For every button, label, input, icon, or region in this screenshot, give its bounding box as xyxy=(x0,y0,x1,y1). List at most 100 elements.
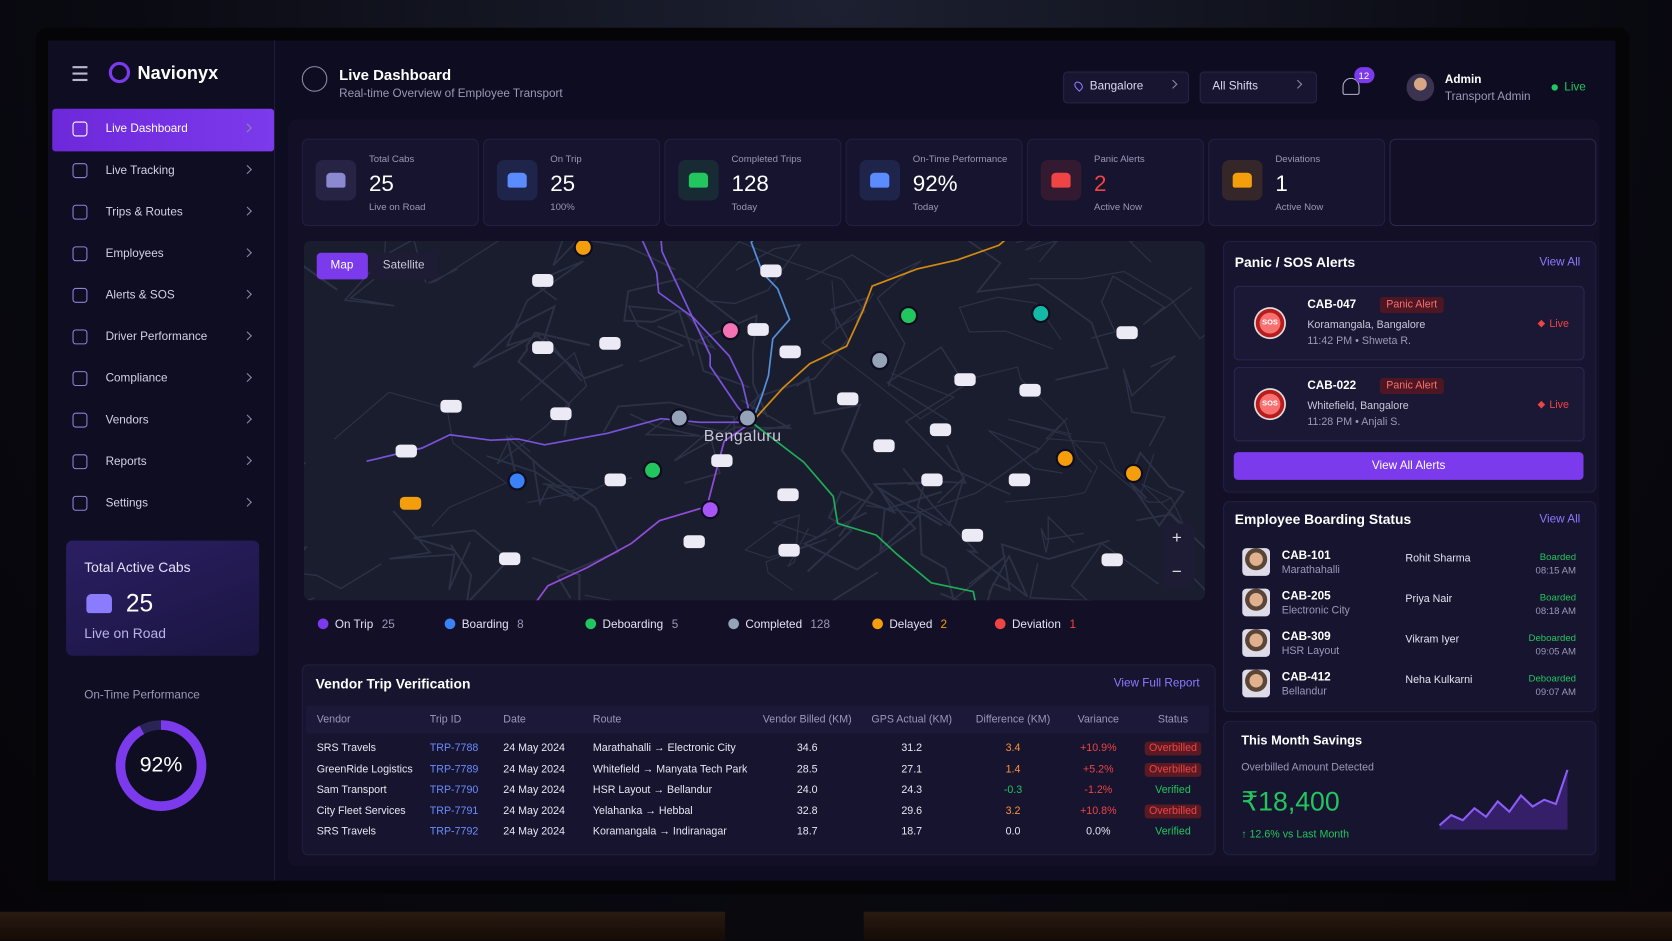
sidebar-card-title: Total Active Cabs xyxy=(84,559,191,576)
legend-name: Boarding xyxy=(461,618,509,632)
nav-item[interactable]: Compliance xyxy=(105,372,168,385)
nav-item[interactable]: Vendors xyxy=(105,413,149,427)
map-tab[interactable]: Map xyxy=(330,259,354,272)
location-label[interactable]: Bangalore xyxy=(1089,79,1144,93)
map-marker xyxy=(507,471,527,491)
table-cell[interactable]: TRP-7789 xyxy=(429,763,479,776)
zoom-in[interactable]: + xyxy=(1171,528,1182,548)
kpi-value: 25 xyxy=(550,171,576,197)
alerts-link[interactable]: View All xyxy=(1539,255,1581,269)
zoom-control[interactable] xyxy=(1162,523,1195,588)
header-subtitle: Real-time Overview of Employee Transport xyxy=(339,87,563,101)
table-header: Difference (KM) xyxy=(975,713,1051,726)
vendor-panel xyxy=(301,664,1216,856)
nav-item[interactable]: Alerts & SOS xyxy=(105,288,175,302)
boarding-time: 08:18 AM xyxy=(1535,605,1577,617)
table-cell: 31.2 xyxy=(901,742,923,755)
nav-icon xyxy=(72,412,88,428)
table-cell: 28.5 xyxy=(796,763,818,776)
kpi-value: 1 xyxy=(1275,171,1288,197)
map-cab xyxy=(873,439,895,453)
boarding-cab: CAB-205 xyxy=(1281,589,1331,603)
legend-count: 5 xyxy=(671,618,679,632)
alerts-button-label[interactable]: View All Alerts xyxy=(1371,459,1446,473)
zoom-out[interactable]: − xyxy=(1171,563,1182,582)
nav-item[interactable]: Driver Performance xyxy=(105,330,208,344)
map-road xyxy=(694,314,769,418)
table-cell: HSR Layout → Bellandur xyxy=(592,784,713,797)
table-cell: 27.1 xyxy=(901,763,923,776)
nav-item[interactable]: Live Dashboard xyxy=(105,122,188,136)
nav-item[interactable]: Trips & Routes xyxy=(105,205,183,219)
nav-icon xyxy=(72,495,88,511)
map-road xyxy=(1122,355,1177,447)
shift-label[interactable]: All Shifts xyxy=(1212,79,1259,93)
boarding-cab: CAB-101 xyxy=(1281,549,1331,562)
table-cell[interactable]: TRP-7792 xyxy=(429,825,479,838)
map-road xyxy=(806,487,943,573)
table-cell: Verified xyxy=(1155,825,1191,838)
map-cab xyxy=(929,423,952,437)
nav-item[interactable]: Live Tracking xyxy=(105,164,175,178)
table-cell[interactable]: TRP-7790 xyxy=(429,784,479,797)
map-cab xyxy=(532,274,554,287)
map-marker xyxy=(1031,303,1051,324)
employee-avatar xyxy=(1242,588,1270,617)
map-road xyxy=(866,429,1063,514)
kpi-glyph xyxy=(870,172,890,188)
map-road xyxy=(472,304,624,380)
map-road xyxy=(744,519,827,591)
location-select[interactable] xyxy=(1063,71,1189,104)
table-header: GPS Actual (KM) xyxy=(871,713,953,726)
map-road xyxy=(1127,451,1186,528)
notification-count: 12 xyxy=(1358,70,1370,82)
nav-icon xyxy=(72,329,88,345)
shift-select[interactable] xyxy=(1199,71,1317,104)
kpi-empty xyxy=(1389,138,1597,227)
nav-item[interactable]: Reports xyxy=(105,455,147,469)
table-cell: Overbilled xyxy=(1144,762,1202,777)
kpi-label: On Trip xyxy=(550,153,582,165)
map-road xyxy=(1028,270,1205,340)
kpi-sub: Active Now xyxy=(1094,201,1143,213)
map-cab xyxy=(747,323,769,336)
legend-count: 2 xyxy=(940,618,948,632)
bell-icon[interactable] xyxy=(1342,77,1360,95)
map-road xyxy=(831,571,879,601)
map-road xyxy=(706,243,802,305)
table-header: Trip ID xyxy=(429,713,462,726)
table-cell: 18.7 xyxy=(796,825,818,838)
kpi-value: 92% xyxy=(912,171,958,197)
nav-item[interactable]: Settings xyxy=(105,496,148,510)
boarding-link[interactable]: View All xyxy=(1539,512,1581,526)
savings-panel xyxy=(1223,720,1597,856)
map-cab xyxy=(778,543,800,557)
map-cab xyxy=(711,454,733,468)
map-road xyxy=(486,455,580,507)
table-cell: City Fleet Services xyxy=(316,805,406,817)
vendor-link[interactable]: View Full Report xyxy=(1113,677,1200,690)
alert-time: 11:42 PM • Shweta R. xyxy=(1307,335,1412,348)
live-dot xyxy=(1551,84,1558,91)
table-cell: 29.6 xyxy=(901,805,923,817)
table-cell[interactable]: TRP-7788 xyxy=(429,742,479,755)
map-tab-active[interactable] xyxy=(316,252,368,280)
map-road xyxy=(333,391,508,527)
legend-count: 128 xyxy=(810,618,830,632)
map-cab xyxy=(399,496,422,510)
map-tab[interactable]: Satellite xyxy=(382,259,425,272)
map-tab-bg[interactable] xyxy=(370,252,439,280)
employee-avatar xyxy=(1242,548,1270,576)
table-cell[interactable]: TRP-7791 xyxy=(429,805,479,817)
legend-dot xyxy=(872,618,883,630)
nav-item[interactable]: Employees xyxy=(105,247,164,261)
user-role: Transport Admin xyxy=(1444,90,1531,104)
sos-badge: SOS xyxy=(1262,400,1278,408)
donut-arc xyxy=(115,720,207,811)
sparkline-area xyxy=(1439,769,1568,830)
map-city-label: Bengaluru xyxy=(703,427,782,446)
kpi-label: Total Cabs xyxy=(368,153,415,165)
kpi-sub: Today xyxy=(731,201,758,213)
alerts-button[interactable] xyxy=(1233,452,1584,480)
map-cab xyxy=(1101,553,1123,567)
